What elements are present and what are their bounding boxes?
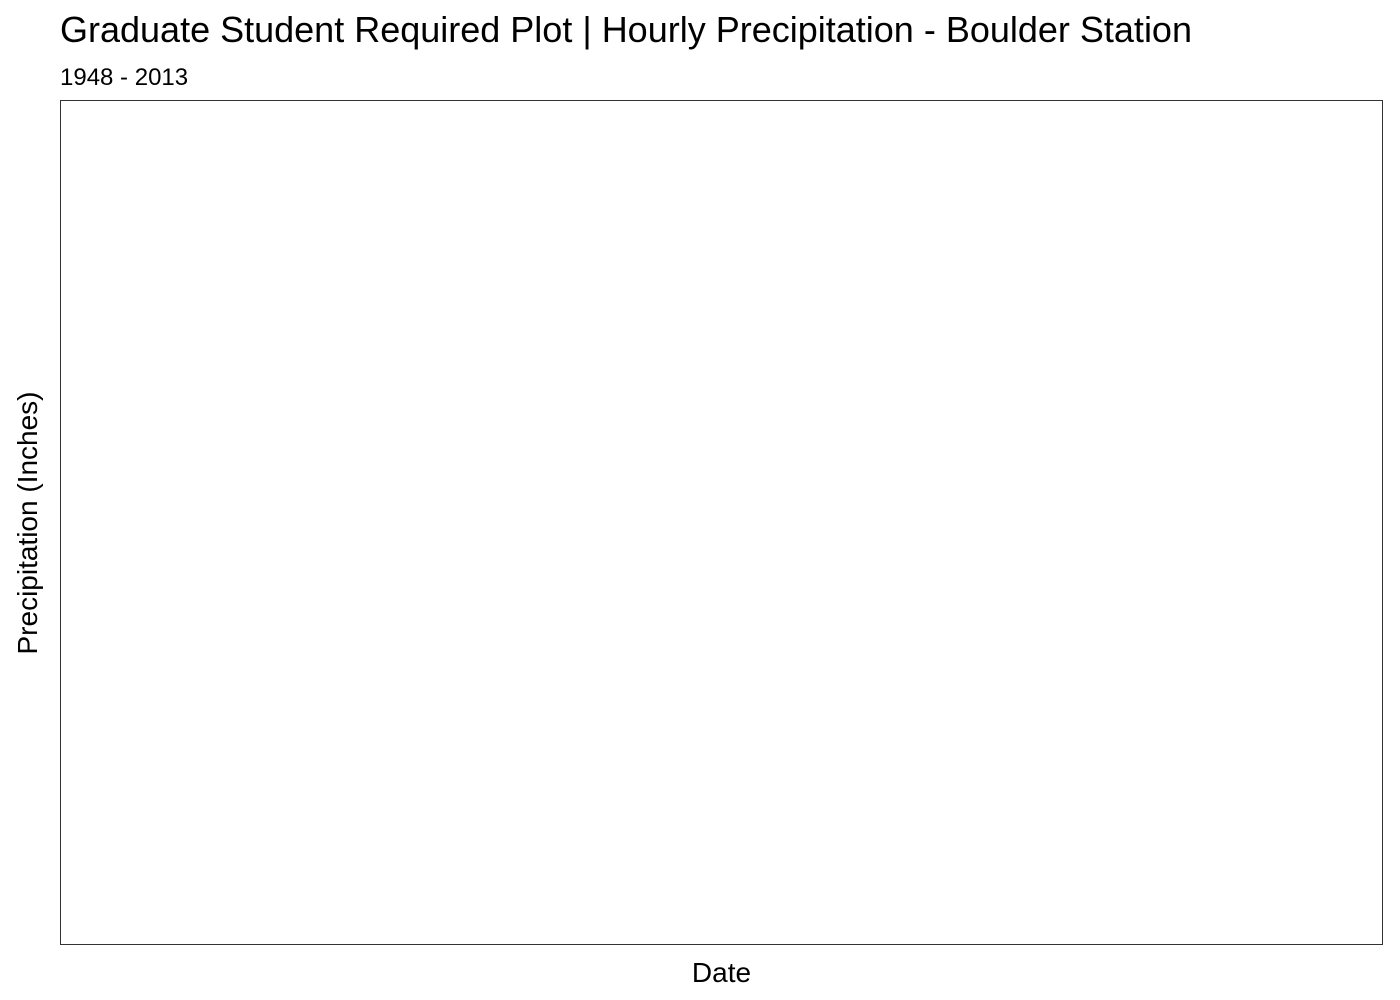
plot-area (61, 101, 1382, 944)
x-axis-label: Date (691, 957, 752, 988)
plot-panel (60, 100, 1383, 945)
chart-title: Graduate Student Required Plot | Hourly … (60, 9, 1192, 50)
chart-subtitle: 1948 - 2013 (60, 64, 189, 91)
y-axis-label: Precipitation (Inches) (12, 391, 43, 655)
